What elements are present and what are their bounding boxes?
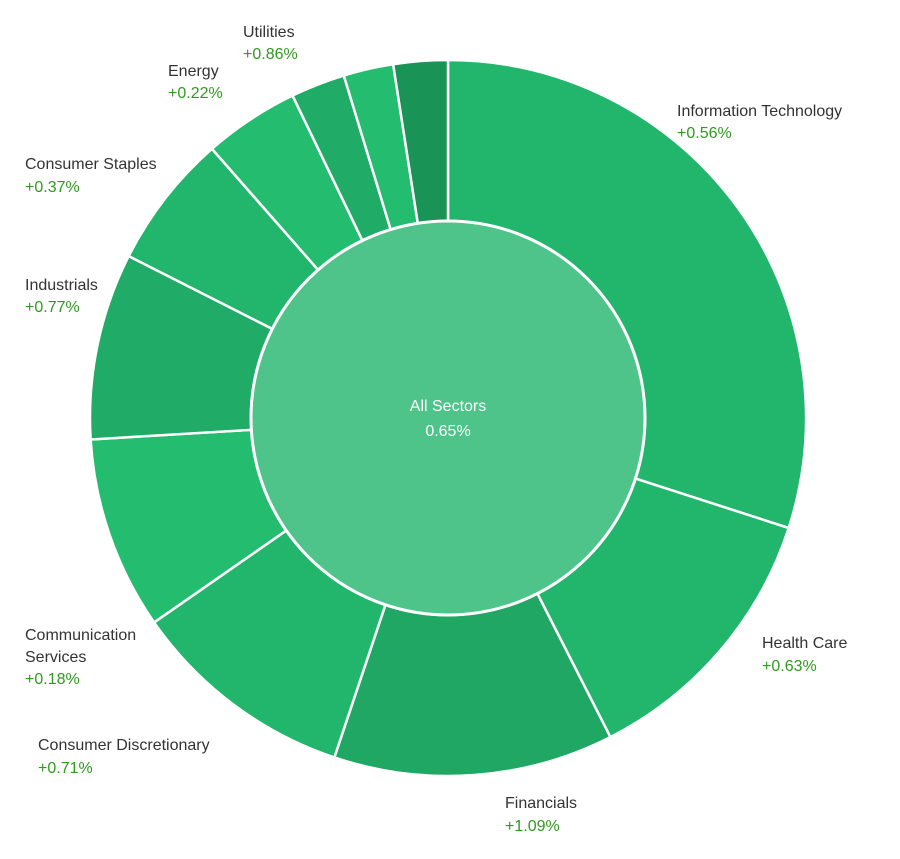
sector-name: Communication Services [25, 627, 141, 666]
sector-change: +0.37% [25, 179, 80, 196]
sector-name: Consumer Staples [25, 156, 157, 173]
sector-change: +0.63% [762, 658, 817, 675]
center-value: 0.65% [425, 423, 470, 440]
sector-name: Information Technology [677, 103, 842, 120]
sector-change: +0.18% [25, 671, 80, 688]
sector-name: Industrials [25, 277, 98, 294]
label-financials: Financials +1.09% [505, 795, 577, 835]
sector-name: Energy [168, 63, 219, 80]
label-communication-services: Communication Services +0.18% [25, 627, 141, 688]
label-health-care: Health Care +0.63% [762, 635, 847, 675]
label-consumer-discretionary: Consumer Discretionary +0.71% [38, 737, 210, 777]
sector-change: +0.22% [168, 85, 223, 102]
sector-change: +0.71% [38, 760, 93, 777]
sector-change: +1.09% [505, 818, 560, 835]
label-energy: Energy +0.22% [168, 63, 223, 102]
label-industrials: Industrials +0.77% [25, 277, 98, 316]
label-information-technology: Information Technology +0.56% [677, 103, 842, 142]
label-utilities: Utilities +0.86% [243, 24, 298, 63]
sector-name: Financials [505, 795, 577, 812]
sector-name: Consumer Discretionary [38, 737, 210, 754]
sector-change: +0.56% [677, 125, 732, 142]
sector-change: +0.77% [25, 299, 80, 316]
sector-name: Utilities [243, 24, 295, 41]
center-circle[interactable] [249, 219, 647, 617]
sector-name: Health Care [762, 635, 847, 652]
label-consumer-staples: Consumer Staples +0.37% [25, 156, 157, 196]
center-label: All Sectors [410, 398, 486, 415]
sector-change: +0.86% [243, 46, 298, 63]
sector-ring [88, 58, 808, 778]
